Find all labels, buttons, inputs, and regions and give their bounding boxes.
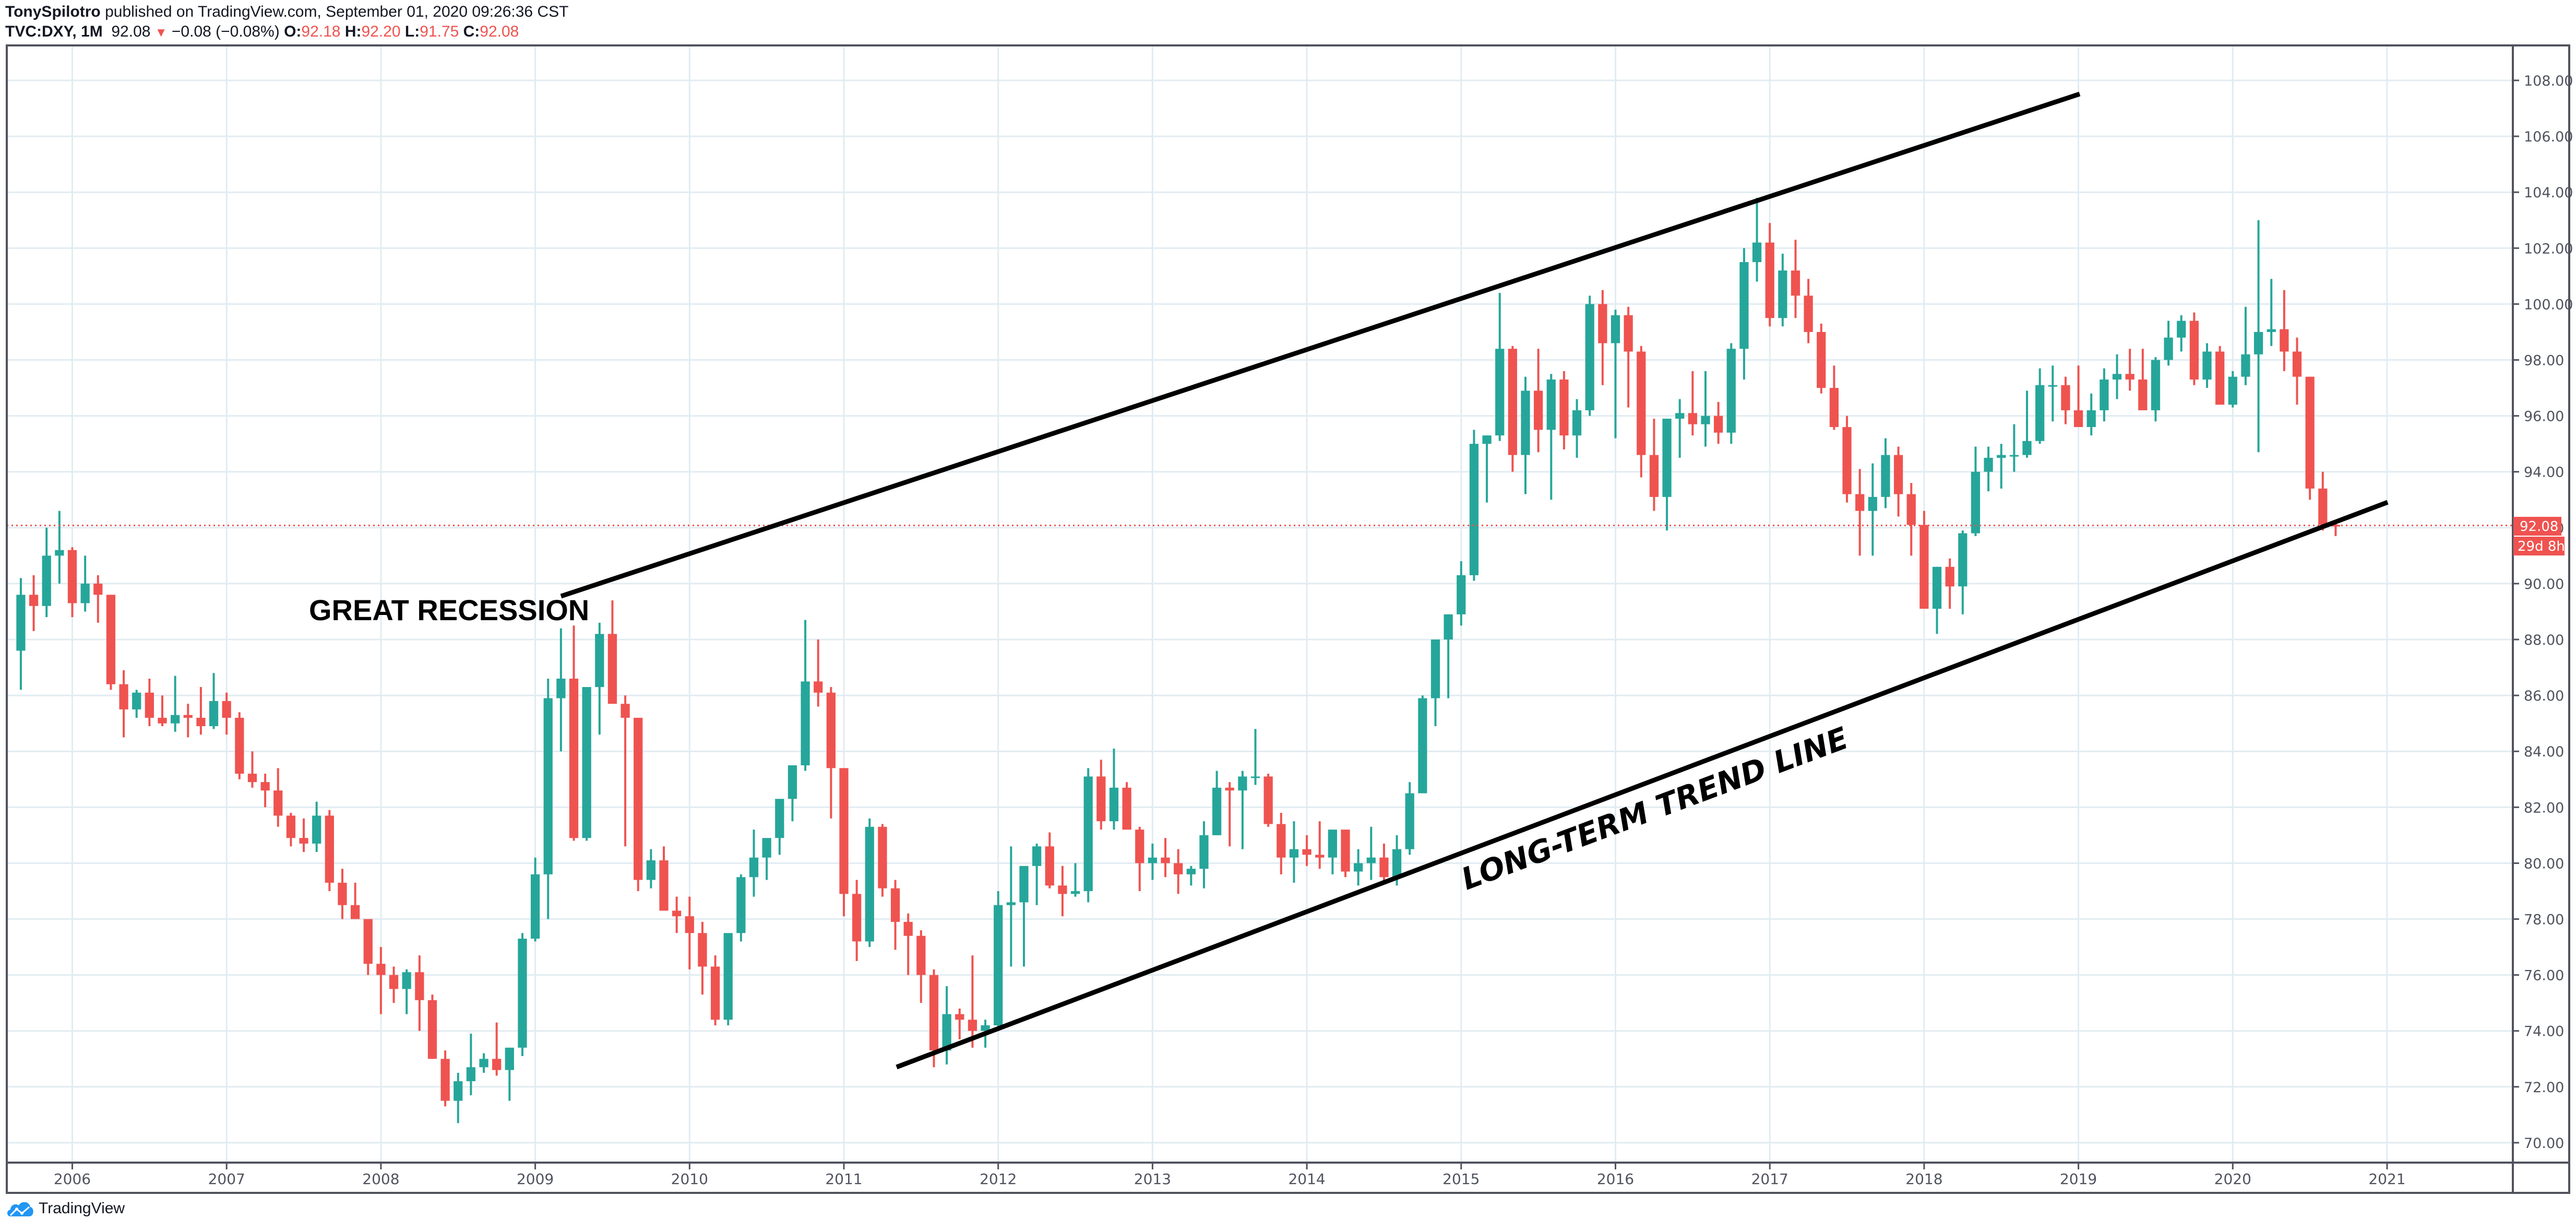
- footer-brand[interactable]: TradingView: [6, 1200, 125, 1217]
- price-tick-label: 74.00: [2524, 1024, 2564, 1040]
- year-tick-label: 2010: [671, 1170, 708, 1188]
- brand-name: TradingView: [39, 1200, 125, 1217]
- price-tick-label: 72.00: [2524, 1080, 2564, 1096]
- year-tick-label: 2008: [362, 1170, 399, 1188]
- price-tick-label: 100.00: [2524, 297, 2573, 313]
- high-label: H:: [344, 23, 362, 40]
- year-tick-label: 2007: [208, 1170, 245, 1188]
- published-text: published on TradingView.com, September …: [100, 3, 569, 20]
- year-tick-label: 2016: [1597, 1170, 1634, 1188]
- year-tick-label: 2018: [1905, 1170, 1942, 1188]
- down-triangle-icon: ▼: [154, 26, 168, 40]
- high-value: 92.20: [361, 23, 401, 40]
- price-tick-label: 102.00: [2524, 241, 2573, 257]
- price-change: −0.08 (−0.08%): [171, 23, 280, 40]
- year-tick-label: 2019: [2060, 1170, 2097, 1188]
- candlestick-series[interactable]: [16, 197, 2341, 1123]
- year-tick-label: 2009: [517, 1170, 554, 1188]
- year-tick-label: 2017: [1751, 1170, 1788, 1188]
- price-tick-label: 78.00: [2524, 912, 2564, 928]
- chart-frame: [6, 44, 2570, 1194]
- price-tick-label: 94.00: [2524, 465, 2564, 481]
- year-tick-label: 2014: [1288, 1170, 1325, 1188]
- trend-line-label[interactable]: LONG-TERM TREND LINE: [1457, 720, 1853, 897]
- legend-row: TVC:DXY, 1M 92.08 ▼ −0.08 (−0.08%) O:92.…: [5, 22, 519, 43]
- open-label: O:: [284, 23, 302, 40]
- close-label: C:: [463, 23, 480, 40]
- svg-text:92.08: 92.08: [2520, 519, 2558, 535]
- publication-info: TonySpilotro published on TradingView.co…: [5, 2, 568, 22]
- tradingview-cloud-icon: [7, 1202, 33, 1216]
- price-tick-label: 70.00: [2524, 1135, 2564, 1152]
- year-tick-label: 2015: [1442, 1170, 1480, 1188]
- price-tick-label: 108.00: [2524, 73, 2573, 89]
- year-tick-label: 2013: [1134, 1170, 1171, 1188]
- year-tick-label: 2020: [2214, 1170, 2251, 1188]
- price-tick-label: 106.00: [2524, 129, 2573, 145]
- year-tick-label: 2021: [2368, 1170, 2405, 1188]
- bar-countdown-badge: 29d 8h: [2513, 537, 2565, 555]
- svg-text:29d 8h: 29d 8h: [2518, 539, 2565, 554]
- price-tick-label: 104.00: [2524, 185, 2573, 201]
- low-value: 91.75: [420, 23, 459, 40]
- price-tick-label: 84.00: [2524, 744, 2564, 760]
- year-tick-label: 2012: [980, 1170, 1017, 1188]
- price-tick-label: 76.00: [2524, 968, 2564, 984]
- last-price: 92.08: [111, 23, 151, 40]
- last-price-badge: 92.08: [2513, 517, 2561, 536]
- time-axis[interactable]: 2006 2007 2008 2009 2010 2011 2012 2013 2014 2015…: [54, 1163, 2406, 1188]
- price-tick-label: 96.00: [2524, 409, 2564, 425]
- price-tick-label: 82.00: [2524, 800, 2564, 816]
- price-tick-label: 90.00: [2524, 576, 2564, 593]
- upper-channel-line[interactable]: [560, 91, 2081, 599]
- price-tick-label: 86.00: [2524, 688, 2564, 704]
- year-tick-label: 2011: [825, 1170, 862, 1188]
- price-tick-label: 80.00: [2524, 856, 2564, 872]
- year-tick-label: 2006: [54, 1170, 91, 1188]
- symbol-label[interactable]: TVC:DXY, 1M: [5, 23, 103, 40]
- long-term-trend-line[interactable]: [896, 500, 2389, 1070]
- author-name[interactable]: TonySpilotro: [5, 3, 101, 20]
- price-tick-label: 98.00: [2524, 353, 2564, 369]
- low-label: L:: [404, 23, 420, 40]
- open-value: 92.18: [301, 23, 341, 40]
- price-tick-label: 88.00: [2524, 632, 2564, 648]
- close-value: 92.08: [480, 23, 519, 40]
- great-recession-label[interactable]: GREAT RECESSION: [309, 594, 589, 626]
- price-axis[interactable]: 108.00 106.00 104.00 102.00 100.00 98.00 96.00…: [2513, 73, 2573, 1152]
